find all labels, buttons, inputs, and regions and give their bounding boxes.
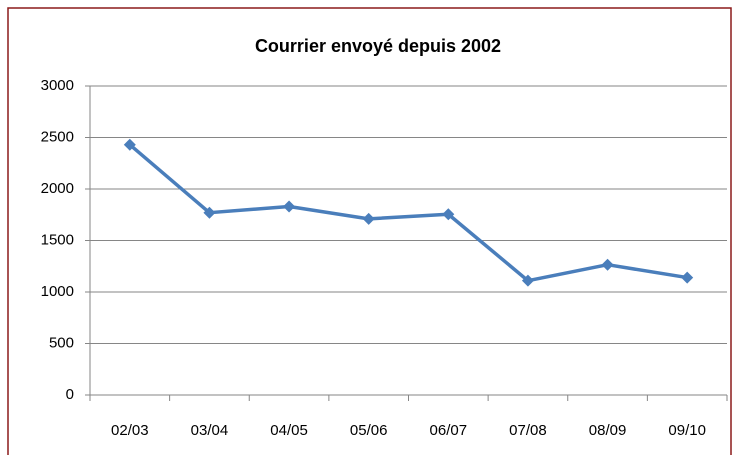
y-tick-label: 0	[66, 386, 74, 403]
marker	[601, 258, 614, 271]
marker	[362, 212, 375, 225]
y-tick-label: 2000	[41, 180, 74, 197]
x-tick-label: 04/05	[270, 422, 308, 439]
marker	[681, 271, 694, 284]
marker	[203, 206, 216, 219]
y-tick-label: 2500	[41, 128, 74, 145]
x-tick-label: 07/08	[509, 422, 547, 439]
chart-frame	[7, 7, 732, 455]
y-tick-label: 1500	[41, 231, 74, 248]
y-tick-label: 3000	[41, 77, 74, 94]
chart-title: Courrier envoyé depuis 2002	[255, 36, 501, 56]
line	[128, 143, 688, 283]
marker	[123, 138, 136, 151]
x-tick-label: 06/07	[430, 422, 468, 439]
x-tick-label: 03/04	[191, 422, 229, 439]
marker	[283, 200, 296, 213]
x-tick-label: 08/09	[589, 422, 627, 439]
x-tick-label: 09/10	[668, 422, 706, 439]
x-tick-label: 05/06	[350, 422, 388, 439]
y-tick-label: 1000	[41, 283, 74, 300]
marker	[442, 208, 455, 221]
x-tick-label: 02/03	[111, 422, 149, 439]
y-tick-label: 500	[49, 334, 74, 351]
marker	[521, 274, 534, 287]
